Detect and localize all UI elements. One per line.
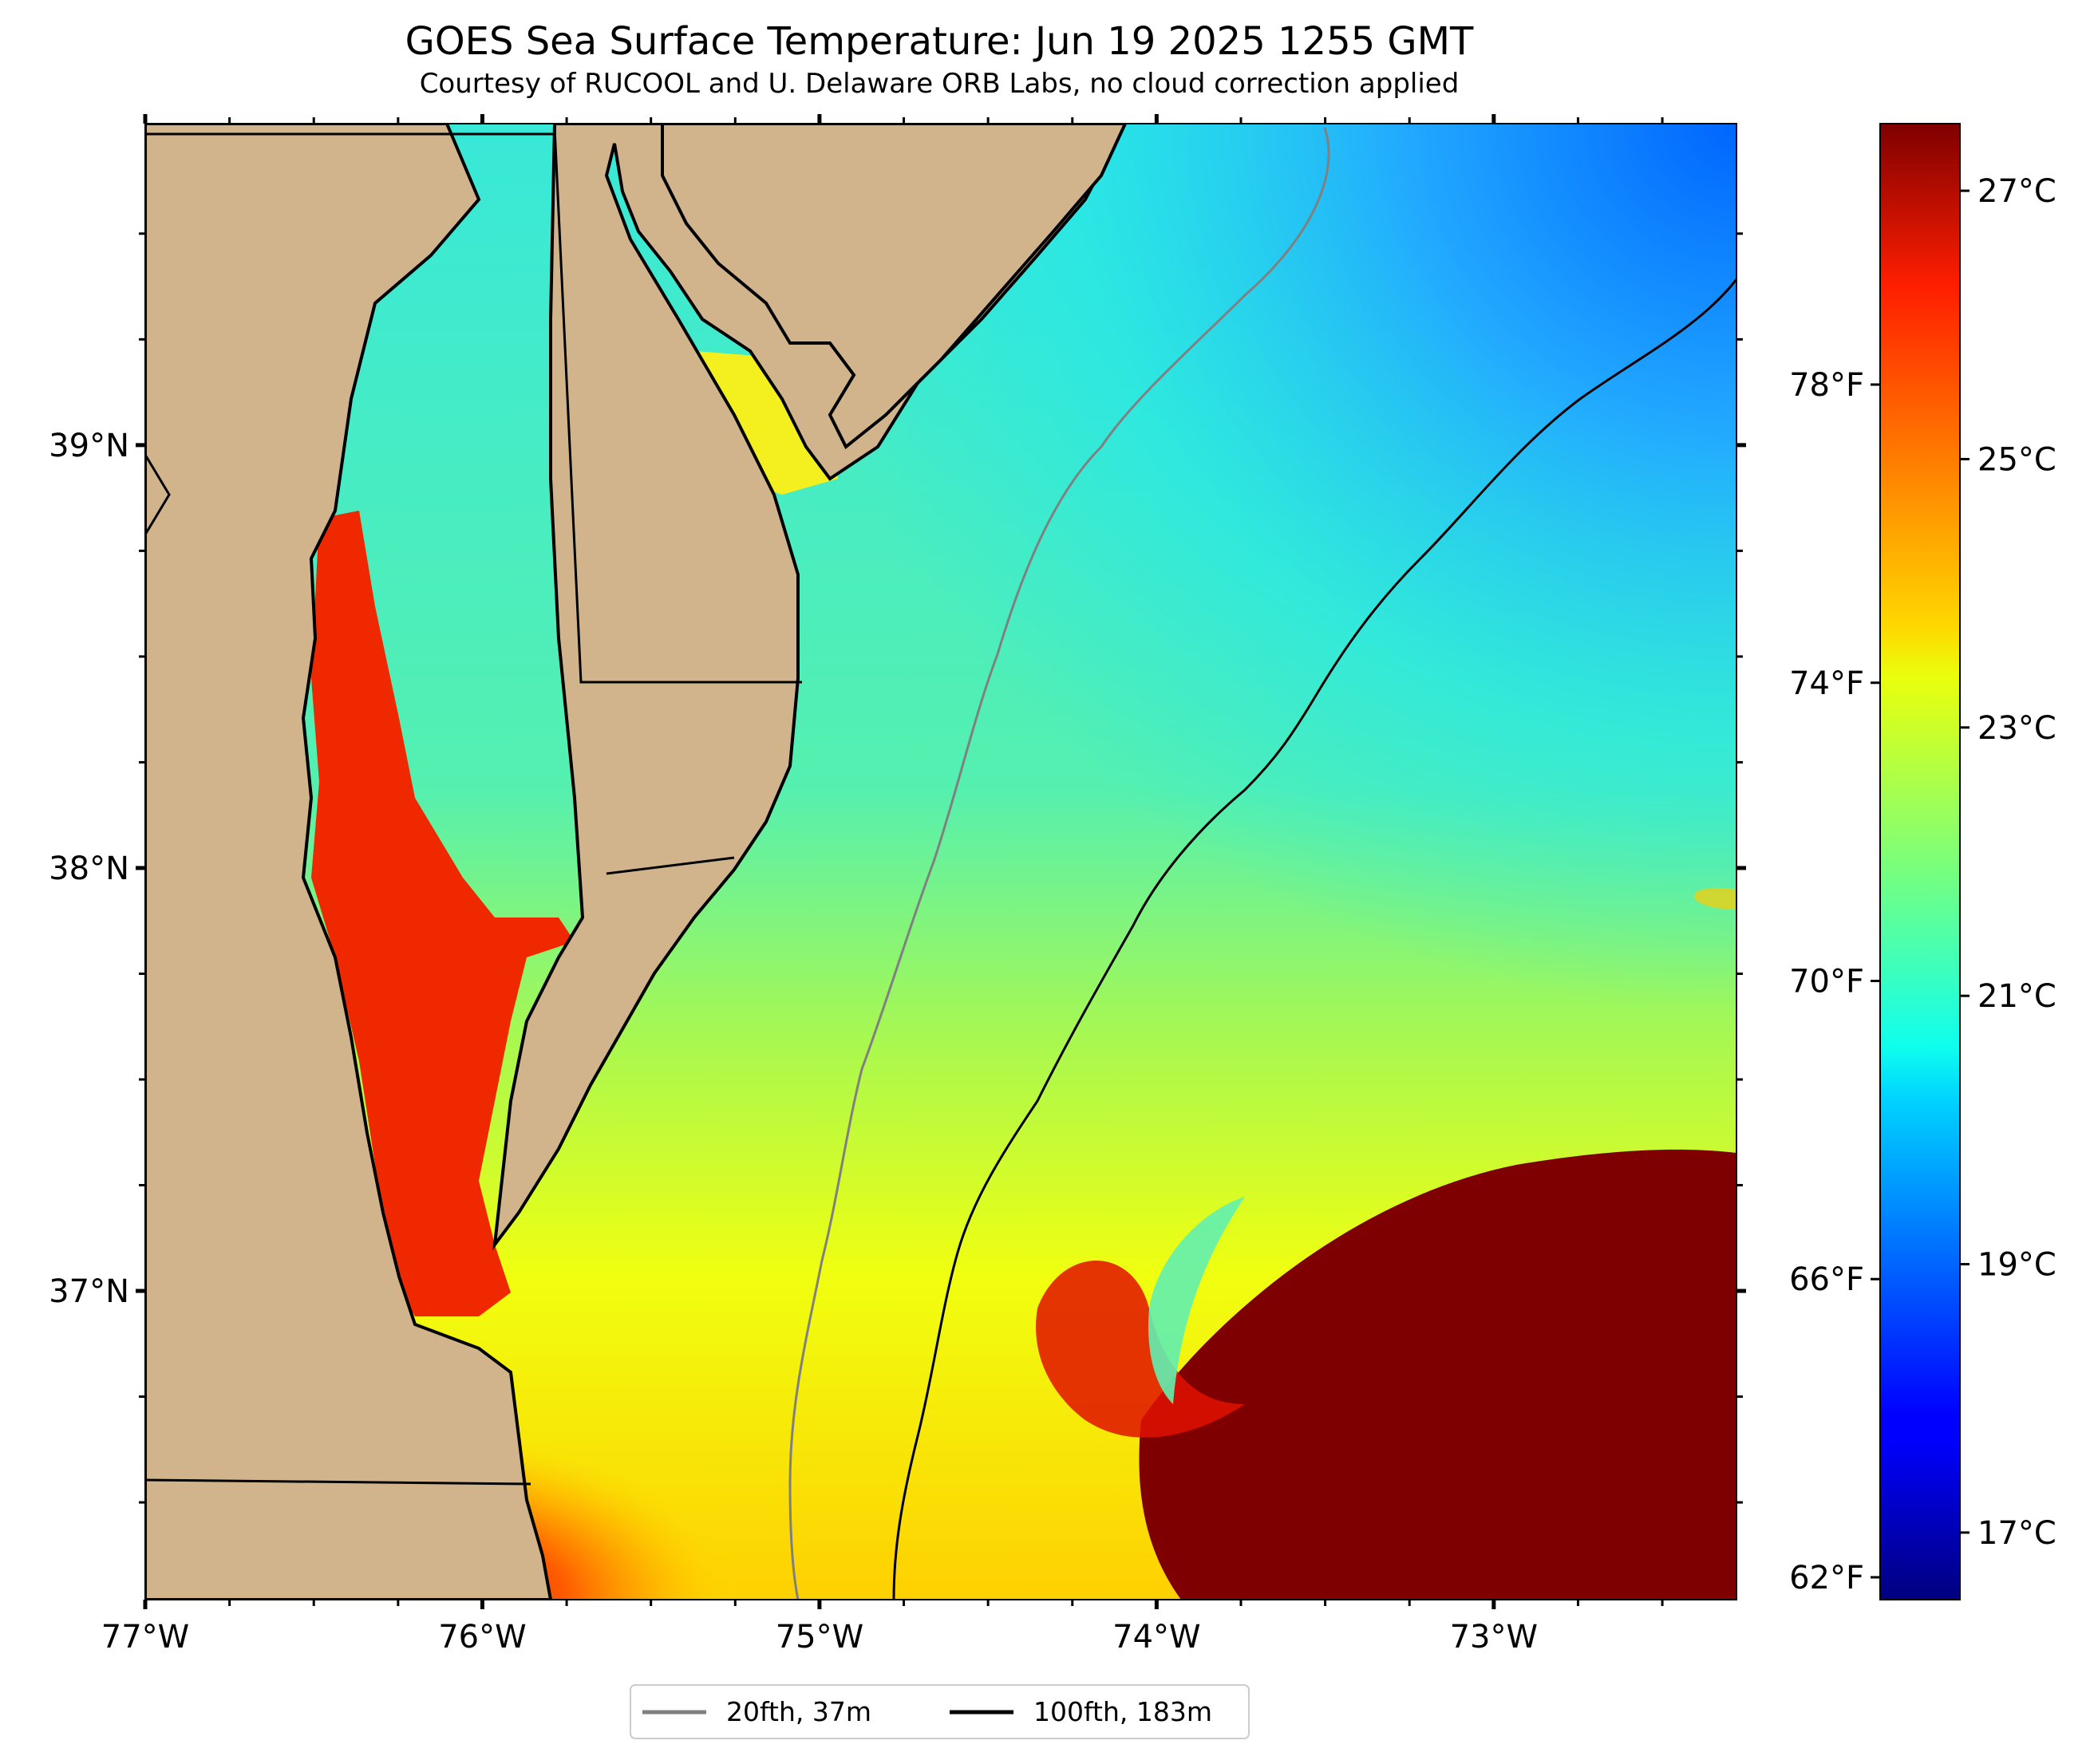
legend-box bbox=[630, 1684, 1250, 1739]
warm-band-east bbox=[1693, 888, 1736, 910]
isobath-20fth bbox=[788, 127, 1330, 1600]
colorbar-label-c: 17°C bbox=[1977, 1515, 2056, 1552]
x-tick-label: 77°W bbox=[101, 1619, 189, 1655]
colorbar-label-c: 19°C bbox=[1977, 1247, 2056, 1284]
state-border-va-nc bbox=[145, 1478, 531, 1486]
y-tick-label: 37°N bbox=[49, 1273, 129, 1310]
state-border-md-de bbox=[553, 127, 802, 684]
map-frame bbox=[144, 123, 1737, 1600]
x-tick-label: 76°W bbox=[438, 1619, 526, 1655]
colorbar-label-c: 27°C bbox=[1977, 173, 2056, 210]
colorbar-label-c: 25°C bbox=[1977, 441, 2056, 478]
colorbar-label-f: 78°F bbox=[1789, 367, 1864, 404]
colorbar-gradient bbox=[1879, 123, 1961, 1600]
x-tick-label: 73°W bbox=[1450, 1619, 1538, 1655]
legend-label-100fth: 100fth, 183m bbox=[1033, 1696, 1212, 1727]
colorbar-label-c: 23°C bbox=[1977, 710, 2056, 747]
cool-intrusion bbox=[1148, 1197, 1245, 1404]
legend-label-20fth: 20fth, 37m bbox=[726, 1696, 871, 1727]
isobath-100fth bbox=[892, 278, 1736, 1600]
y-axis: 39°N 38°N 37°N bbox=[49, 232, 1746, 1504]
x-tick-label: 75°W bbox=[776, 1619, 863, 1655]
x-tick-label: 74°W bbox=[1112, 1619, 1200, 1655]
colorbar-label-f: 70°F bbox=[1789, 963, 1864, 1000]
colorbar-label-f: 66°F bbox=[1789, 1261, 1864, 1298]
land-western-shore bbox=[145, 124, 553, 1600]
y-tick-label: 38°N bbox=[49, 850, 129, 887]
x-axis: 77°W 76°W 75°W 74°W 73°W bbox=[101, 114, 1664, 1655]
chesapeake-bay-water bbox=[311, 511, 575, 1316]
land-new-jersey bbox=[661, 124, 1128, 450]
gulf-stream-edge bbox=[1139, 1149, 1736, 1600]
colorbar-label-f: 74°F bbox=[1789, 665, 1864, 702]
colorbar-label-f: 62°F bbox=[1789, 1560, 1864, 1596]
legend: 20fth, 37m 100fth, 183m bbox=[630, 1684, 1250, 1739]
state-border-md-va bbox=[606, 856, 735, 875]
y-tick-label: 39°N bbox=[49, 428, 129, 464]
map-panel bbox=[145, 124, 1736, 1600]
chart-subtitle: Courtesy of RUCOOL and U. Delaware ORB L… bbox=[420, 68, 1460, 100]
state-edge-west bbox=[145, 454, 171, 535]
chart-title: GOES Sea Surface Temperature: Jun 19 202… bbox=[405, 19, 1474, 64]
colorbar-label-c: 21°C bbox=[1977, 978, 2056, 1015]
warm-eddy bbox=[1036, 1261, 1245, 1438]
land-delmarva bbox=[492, 124, 1128, 1251]
colorbar: 27°C 25°C 23°C 21°C 19°C 17°C 78°F 74°F 70°F 66°F… bbox=[1789, 123, 2056, 1600]
